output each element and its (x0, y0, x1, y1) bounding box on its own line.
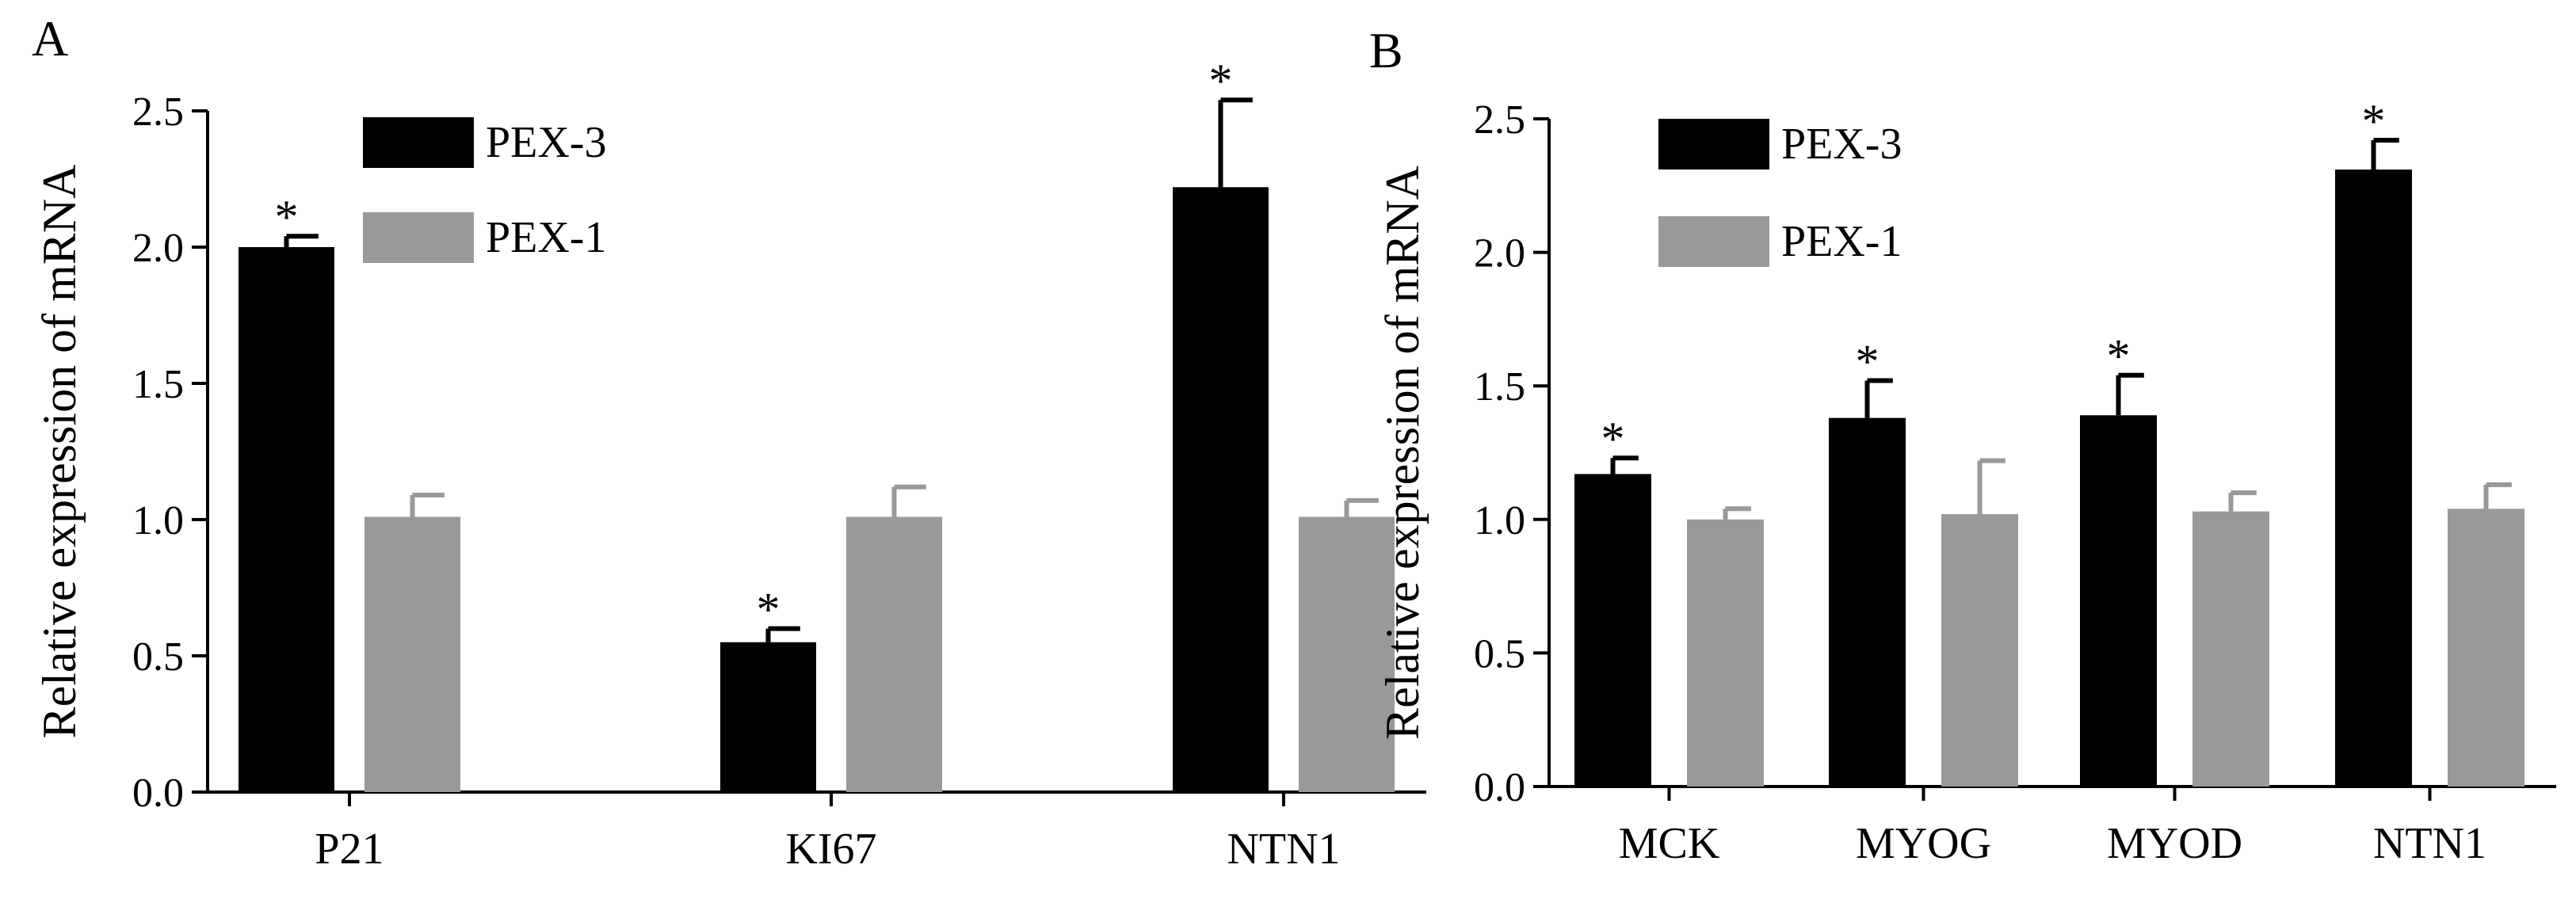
y-tick-label: 2.0 (132, 226, 184, 271)
significance-star: * (757, 584, 780, 636)
y-tick-label: 2.0 (1474, 231, 1525, 276)
legend-label-pex-3: PEX-3 (1781, 120, 1902, 169)
y-tick-label: 0.5 (132, 634, 184, 680)
legend-swatch-pex-1 (1658, 216, 1769, 267)
bar-pex-1-ki67 (846, 516, 942, 792)
x-category-label: KI67 (785, 825, 876, 874)
y-tick-label: 2.5 (132, 90, 184, 135)
legend-label-pex-1: PEX-1 (486, 213, 606, 262)
significance-star: * (1601, 413, 1625, 465)
bar-pex-1-mck (1687, 519, 1764, 787)
significance-star: * (1856, 335, 1880, 387)
significance-star: * (275, 191, 299, 243)
x-category-label: P21 (315, 825, 384, 874)
bar-pex-1-ntn1 (2448, 509, 2524, 787)
x-category-label: MCK (1619, 819, 1720, 868)
bar-pex-3-p21 (239, 247, 334, 792)
y-tick-label: 2.5 (1474, 97, 1525, 143)
panel-letter: B (1369, 22, 1403, 78)
legend-label-pex-1: PEX-1 (1781, 217, 1902, 266)
x-category-label: MYOG (1856, 819, 1991, 868)
significance-star: * (1209, 55, 1233, 107)
y-tick-label: 0.0 (1474, 765, 1525, 810)
bar-pex-1-myog (1941, 514, 2018, 787)
legend-swatch-pex-1 (363, 212, 474, 263)
x-category-label: NTN1 (2373, 819, 2486, 868)
significance-star: * (2107, 330, 2131, 383)
legend-label-pex-3: PEX-3 (486, 118, 606, 167)
bar-pex-3-ntn1 (2335, 170, 2412, 787)
x-category-label: MYOD (2107, 819, 2242, 868)
significance-star: * (2362, 95, 2386, 147)
legend-swatch-pex-3 (363, 117, 474, 168)
bar-pex-3-myog (1829, 417, 1906, 787)
bar-pex-1-ntn1 (1299, 516, 1395, 792)
bar-pex-3-ki67 (720, 642, 816, 792)
bar-pex-3-mck (1574, 474, 1651, 787)
y-tick-label: 0.0 (132, 771, 184, 816)
bar-pex-1-p21 (364, 516, 460, 792)
bar-pex-3-ntn1 (1173, 187, 1269, 792)
y-tick-label: 1.0 (1474, 498, 1525, 543)
bar-pex-3-myod (2080, 415, 2157, 787)
chart-panel-a: A 0.0 0.5 1.0 1.5 2.0 2.5 Relative expression o… (32, 10, 1426, 874)
y-tick-label: 1.5 (132, 362, 184, 407)
bar-pex-1-myod (2192, 511, 2269, 787)
y-axis-title: Relative expression of mRNA (33, 165, 86, 739)
y-tick-label: 0.5 (1474, 631, 1525, 676)
y-axis-title: Relative expression of mRNA (1376, 166, 1429, 740)
panel-letter: A (32, 10, 68, 67)
y-tick-label: 1.5 (1474, 364, 1525, 410)
chart-panel-b: B 0.0 0.5 1.0 1.5 2.0 2.5 Relative expression o… (1369, 22, 2556, 868)
x-category-label: NTN1 (1227, 825, 1340, 874)
legend-swatch-pex-3 (1658, 119, 1769, 170)
y-tick-label: 1.0 (132, 498, 184, 543)
